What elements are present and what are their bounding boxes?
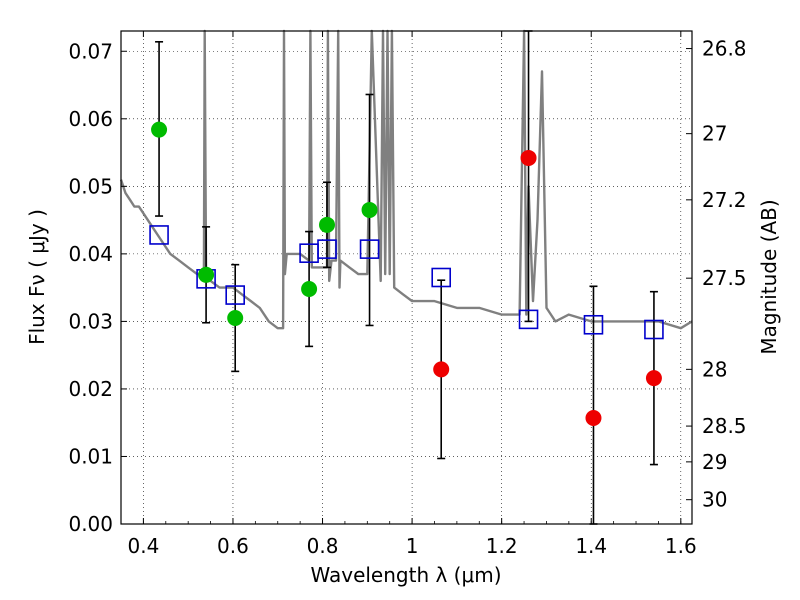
x-tick-label: 0.8: [307, 534, 339, 558]
right-tick-label: 29: [702, 450, 727, 474]
model-flux-square: [359, 239, 380, 259]
non-detection-point: [520, 149, 537, 166]
plot-background: [121, 31, 692, 524]
right-tick-label: 28: [702, 357, 727, 381]
tick-labels: 0.4 0.6 0.8 1 1.2 1.4 1.6 0.00 0.01 0.02 0.03 0.04 0…: [68, 37, 746, 558]
y-tick-label: 0.07: [68, 39, 113, 63]
x-tick-label: 0.4: [127, 534, 159, 558]
y-axis-title: Flux Fν ( μJy ): [25, 209, 49, 345]
right-tick-label: 27: [702, 122, 727, 146]
detection-point: [227, 310, 244, 327]
non-detection-point: [585, 409, 602, 426]
x-tick-label: 0.6: [217, 534, 249, 558]
x-tick-label: 1.4: [575, 534, 607, 558]
axis-ticks: [120, 31, 692, 525]
detection-point: [319, 216, 336, 233]
non-detection-point: [645, 370, 662, 387]
plot-frame: [120, 30, 693, 525]
model-flux-square: [149, 225, 169, 245]
non-detection-point: [433, 361, 450, 378]
right-tick-label: 27.5: [702, 266, 747, 290]
right-tick-label: 28.5: [702, 414, 747, 438]
detection-point: [151, 121, 168, 138]
right-tick-label: 26.8: [702, 37, 747, 61]
model-flux-square: [225, 285, 245, 305]
y-tick-label: 0.03: [68, 309, 113, 333]
model-flux-squares: [149, 225, 664, 340]
y-tick-label: 0.06: [68, 107, 113, 131]
right-axis-title: Magnitude (AB): [757, 199, 781, 354]
right-tick-label: 30: [702, 488, 727, 512]
right-tick-label: 27.2: [702, 188, 747, 212]
model-flux-square: [518, 309, 539, 330]
y-tick-label: 0.05: [68, 174, 113, 198]
detection-point: [198, 266, 215, 283]
y-tick-label: 0.04: [68, 242, 113, 266]
y-tick-label: 0.02: [68, 377, 113, 401]
measured-flux-points: [151, 121, 662, 426]
x-tick-label: 1.6: [665, 534, 697, 558]
y-tick-label: 0.00: [68, 512, 113, 536]
x-tick-label: 1: [406, 534, 419, 558]
x-axis-title: Wavelength λ (μm): [310, 563, 501, 587]
model-flux-square: [431, 267, 452, 288]
model-flux-square: [317, 239, 337, 259]
detection-point: [301, 280, 318, 297]
x-tick-label: 1.2: [486, 534, 518, 558]
detection-point: [361, 201, 378, 218]
model-flux-square: [644, 319, 664, 340]
y-tick-label: 0.01: [68, 444, 113, 468]
model-flux-square: [583, 314, 604, 335]
